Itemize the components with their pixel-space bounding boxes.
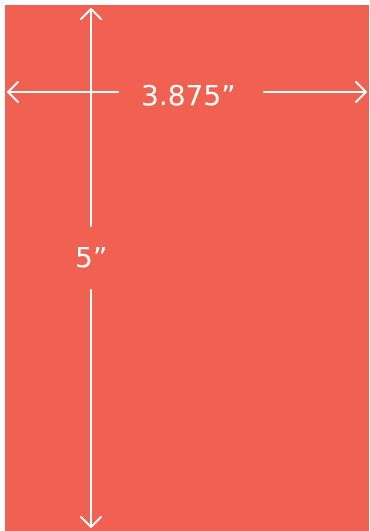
width-dimension-label: 3.875”: [141, 79, 236, 112]
height-arrow-bottom-icon: [80, 516, 102, 528]
height-dimension-label: 5”: [75, 241, 108, 274]
width-arrow-right-icon: [355, 81, 367, 103]
height-arrow-top-icon: [80, 8, 102, 20]
width-arrow-left-icon: [7, 81, 19, 103]
